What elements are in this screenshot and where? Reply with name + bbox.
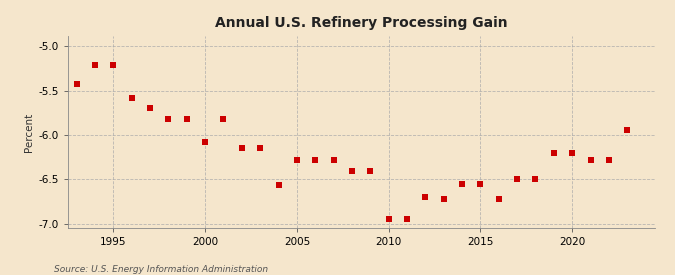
Point [292,158,302,162]
Point [144,106,155,111]
Point [163,117,174,121]
Point [475,182,486,186]
Point [310,158,321,162]
Point [512,177,522,182]
Point [236,146,247,151]
Point [548,151,559,155]
Point [365,168,376,173]
Y-axis label: Percent: Percent [24,112,34,152]
Point [457,182,468,186]
Point [420,195,431,199]
Point [603,158,614,162]
Point [273,183,284,187]
Point [383,217,394,222]
Title: Annual U.S. Refinery Processing Gain: Annual U.S. Refinery Processing Gain [215,16,508,31]
Point [328,158,339,162]
Point [108,63,119,67]
Point [402,217,412,222]
Point [90,63,101,67]
Point [493,197,504,201]
Point [585,158,596,162]
Point [254,146,265,151]
Point [346,168,357,173]
Point [438,197,449,201]
Point [200,140,211,144]
Point [72,81,82,86]
Text: Source: U.S. Energy Information Administration: Source: U.S. Energy Information Administ… [54,265,268,274]
Point [126,96,137,100]
Point [567,151,578,155]
Point [530,177,541,182]
Point [218,117,229,121]
Point [182,117,192,121]
Point [622,128,632,132]
